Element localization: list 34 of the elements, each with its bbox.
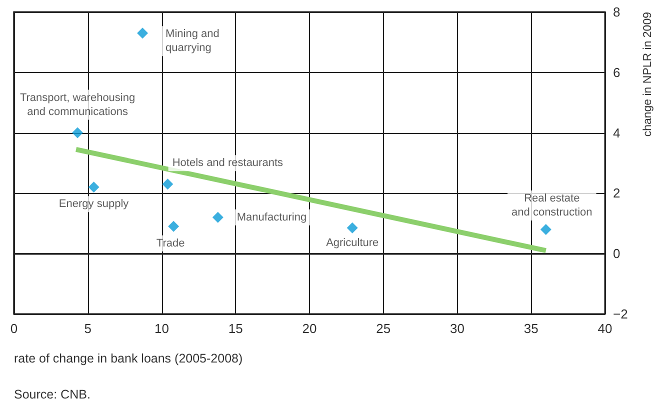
- x-tick-label: 5: [84, 321, 92, 336]
- annotation: Manufacturing: [236, 211, 307, 224]
- point: [168, 220, 180, 232]
- x-axis-title: rate of change in bank loans (2005-2008): [14, 352, 243, 366]
- x-tick-label: 30: [450, 321, 464, 336]
- annotation: Mining and quarrying: [166, 28, 220, 54]
- point: [72, 127, 84, 138]
- y-tick-label: 6: [613, 64, 620, 80]
- x-tick-label: 0: [10, 321, 18, 336]
- point: [88, 182, 100, 193]
- annotation: Energy supply: [58, 198, 130, 210]
- y-axis-title: change in NPLR in 2009: [642, 12, 654, 137]
- point: [162, 178, 174, 190]
- annotation: Agriculture: [326, 236, 379, 249]
- x-tick-label: 10: [154, 321, 169, 336]
- x-tick-label: 25: [376, 321, 391, 336]
- y-tick-label: −2: [613, 306, 628, 322]
- y-tick-label: 0: [613, 246, 620, 262]
- annotation: Trade: [156, 237, 185, 250]
- point: [137, 28, 148, 39]
- annotation: Real estate and construction: [512, 192, 592, 218]
- point: [540, 224, 552, 235]
- annotation: Transport, warehousing and communications: [20, 92, 136, 118]
- x-tick-label: 15: [228, 321, 243, 336]
- point: [346, 222, 358, 234]
- annotation: Hotels and restaurants: [172, 157, 284, 170]
- x-tick-label: 35: [524, 321, 538, 336]
- x-tick-label: 20: [302, 321, 317, 336]
- x-tick-label: 40: [598, 321, 612, 336]
- y-tick-label: 2: [613, 186, 620, 201]
- source-note: Source: CNB.: [14, 388, 90, 402]
- point: [212, 212, 224, 223]
- y-tick-label: 4: [613, 125, 620, 140]
- y-tick-label: 8: [613, 4, 620, 20]
